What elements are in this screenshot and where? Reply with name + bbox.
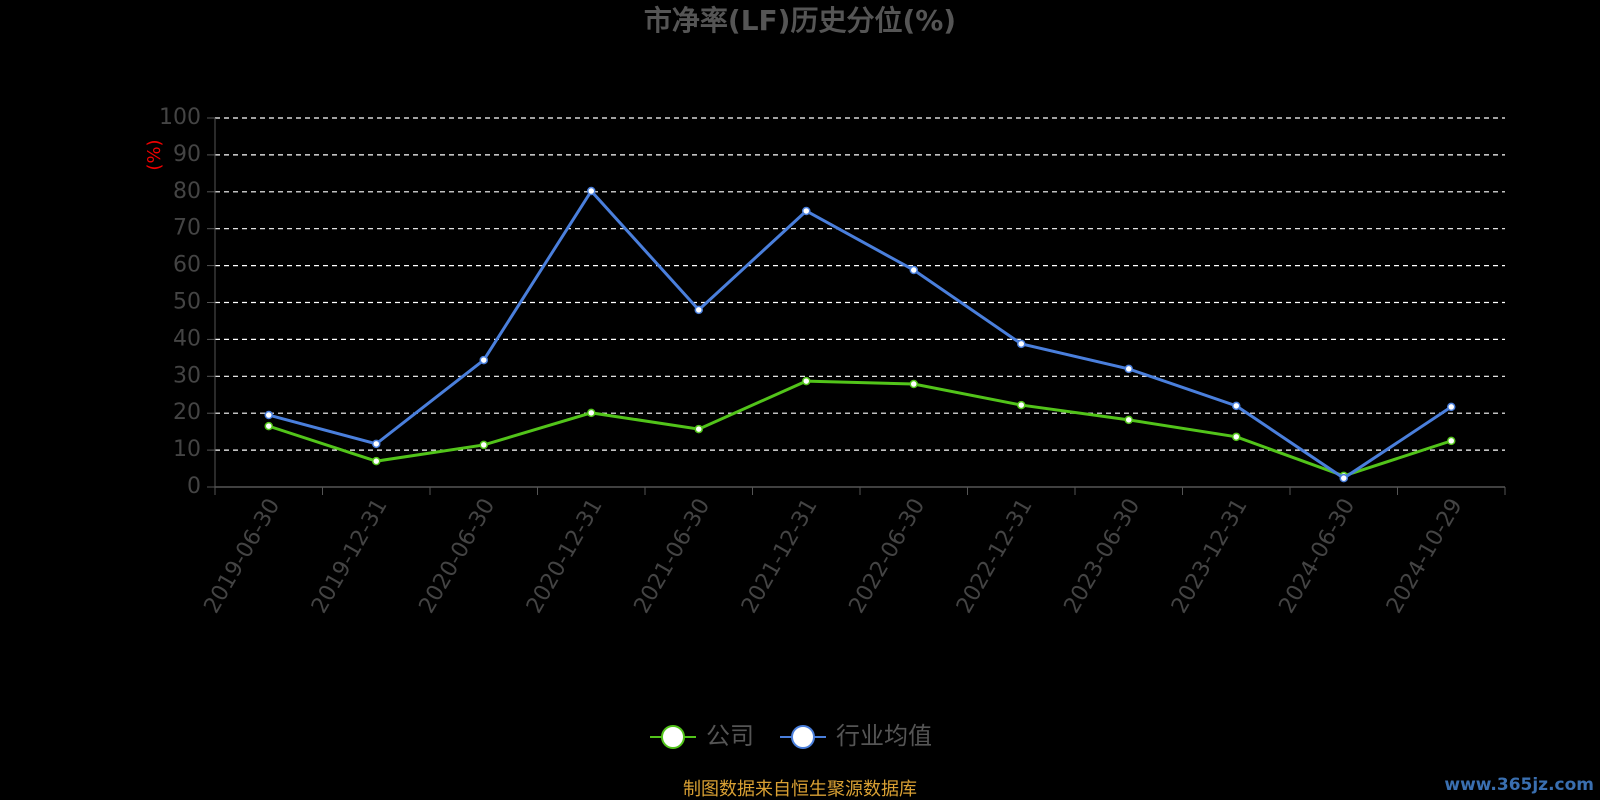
series-line	[268, 379, 1452, 478]
y-axis-label: (%)	[144, 139, 165, 170]
point	[1447, 402, 1456, 412]
y-tick-label: 0	[187, 474, 201, 499]
point	[694, 305, 703, 315]
point	[372, 456, 381, 466]
point	[1339, 473, 1348, 483]
point	[1447, 436, 1456, 446]
point	[264, 421, 273, 431]
point	[1232, 432, 1241, 442]
y-tick-label: 40	[173, 326, 201, 351]
point	[802, 206, 811, 216]
y-tick-label: 10	[173, 437, 201, 462]
legend-marker	[661, 725, 685, 749]
y-tick-label: 70	[173, 216, 201, 241]
point	[587, 186, 596, 196]
point	[1017, 339, 1026, 349]
y-tick-label: 50	[173, 290, 201, 315]
point	[1124, 364, 1133, 374]
point	[587, 408, 596, 418]
point	[372, 439, 381, 449]
legend-marker	[791, 725, 815, 749]
point	[909, 379, 918, 389]
point	[264, 410, 273, 420]
point	[694, 424, 703, 434]
y-tick-label: 60	[173, 253, 201, 278]
point	[802, 376, 811, 386]
y-tick-label: 80	[173, 179, 201, 204]
source-note: 制图数据来自恒生聚源数据库	[683, 779, 917, 800]
point	[479, 440, 488, 450]
legend-label: 行业均值	[836, 722, 932, 750]
series-line	[268, 188, 1453, 480]
y-tick-label: 100	[159, 105, 201, 130]
point	[1017, 400, 1026, 410]
point	[1124, 415, 1133, 425]
point	[479, 355, 488, 365]
y-tick-label: 90	[173, 142, 201, 167]
y-tick-label: 20	[173, 400, 201, 425]
chart-title: 市净率(LF)历史分位(%)	[644, 4, 956, 37]
watermark: www.365jz.com	[1444, 775, 1594, 795]
point	[909, 265, 918, 275]
point	[1232, 401, 1241, 411]
y-tick-label: 30	[173, 363, 201, 388]
legend-label: 公司	[706, 722, 754, 750]
